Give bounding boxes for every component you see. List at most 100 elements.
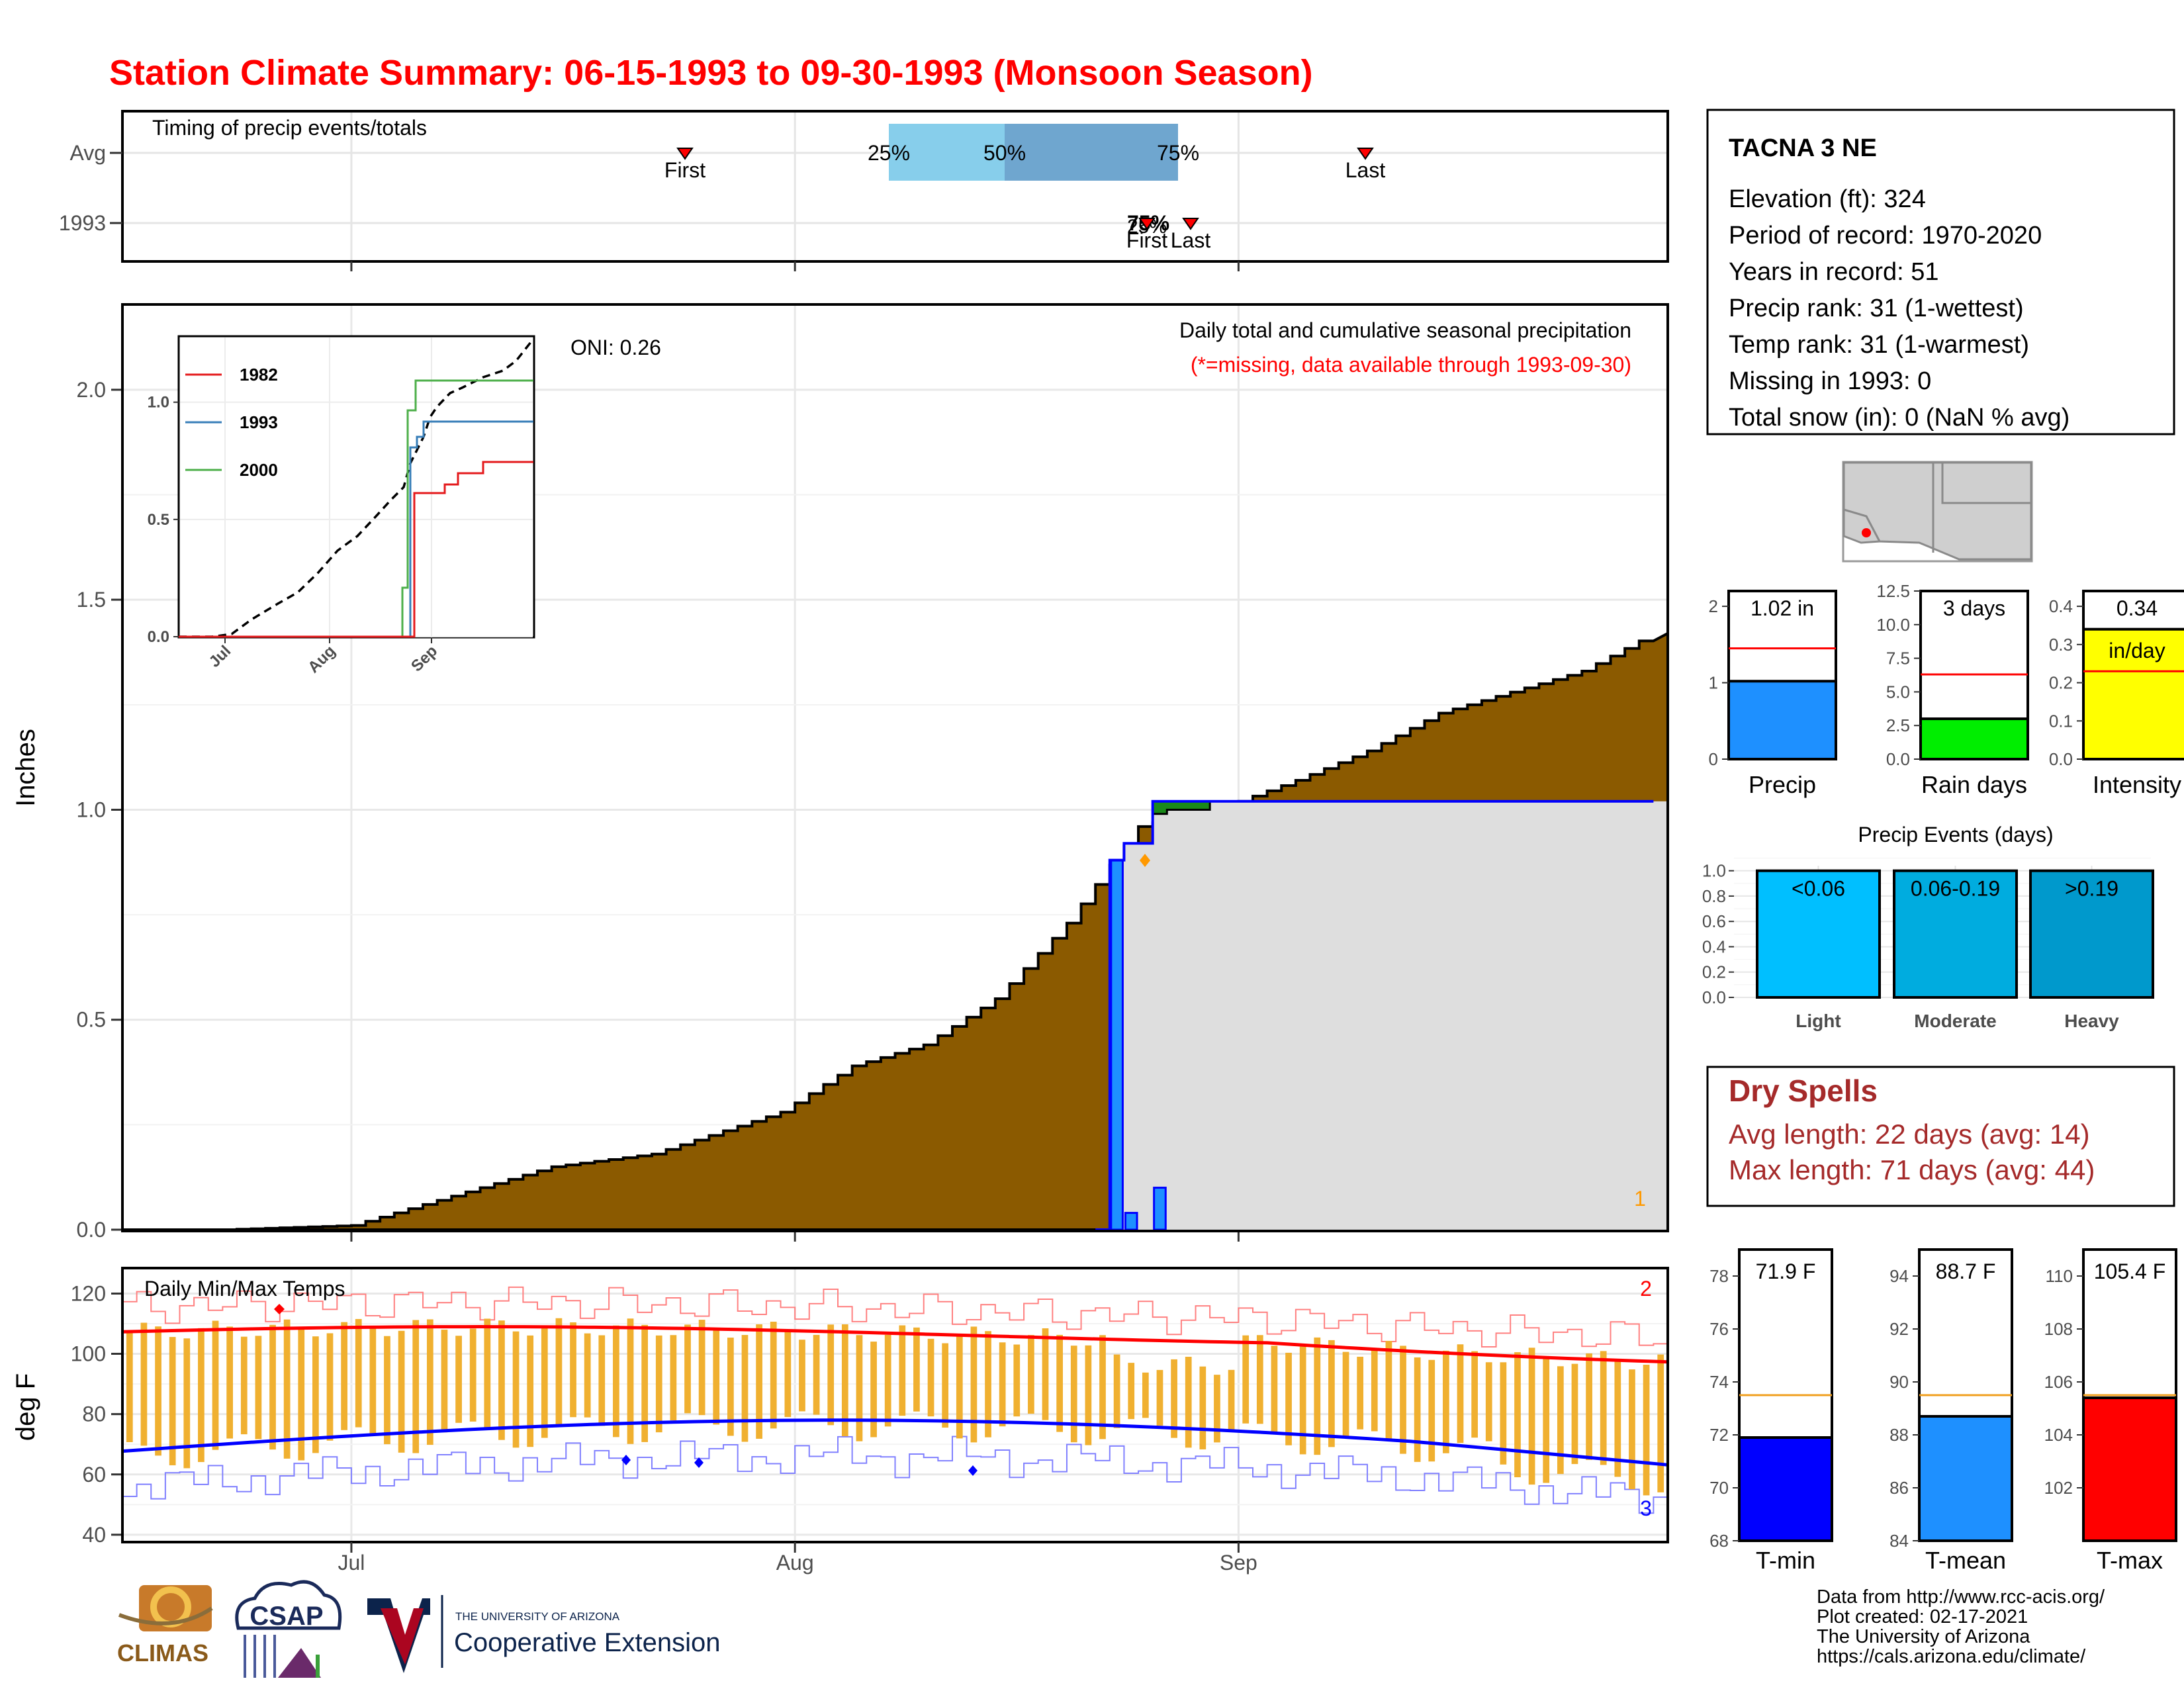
daily-temp-bar bbox=[813, 1334, 820, 1415]
daily-temp-bar bbox=[1271, 1346, 1278, 1433]
daily-temp-bar bbox=[1214, 1375, 1220, 1443]
daily-temp-bar bbox=[1457, 1344, 1464, 1443]
daily-temp-bar bbox=[1171, 1359, 1177, 1438]
record-high-marker bbox=[274, 1304, 285, 1314]
daily-temp-bar bbox=[1557, 1366, 1564, 1475]
month-axis-label: Aug bbox=[776, 1551, 814, 1575]
daily-temp-bar bbox=[384, 1336, 390, 1445]
daily-temp-bar bbox=[1357, 1356, 1364, 1430]
temp-summary-tick-label: 92 bbox=[1889, 1319, 1909, 1339]
daily-temp-bar bbox=[942, 1343, 949, 1428]
daily-temp-bar bbox=[1600, 1351, 1607, 1465]
temp-panel: 40 60 80 100 120 Daily Min/Max Temps deg F 2… bbox=[11, 1267, 1669, 1575]
inset-line-2000 bbox=[179, 379, 533, 638]
summary-tick-label: 0.3 bbox=[2049, 635, 2073, 655]
daily-temp-bar bbox=[756, 1324, 762, 1439]
temp-summary-label: T-mean bbox=[1925, 1547, 2006, 1574]
summary-value-text: 3 days bbox=[1943, 596, 2005, 620]
station-info-line: Temp rank: 31 (1-warmest) bbox=[1729, 331, 2029, 359]
summary-value-text: 1.02 in bbox=[1751, 596, 1814, 620]
iqr-50-75-bar bbox=[1005, 124, 1178, 181]
daily-temp-bar bbox=[1571, 1363, 1578, 1465]
avg-last-label: Last bbox=[1345, 158, 1386, 182]
daily-temp-bar bbox=[1314, 1337, 1321, 1455]
footer-logos: CLIMAS CSAP THE UNIVERSITY OF ARIZONA Co… bbox=[117, 1580, 720, 1678]
daily-temp-bar bbox=[355, 1318, 362, 1428]
footer-credit-line: The University of Arizona bbox=[1817, 1626, 2030, 1647]
summary-value-bar bbox=[2082, 627, 2184, 761]
events-tick-label: 0.0 bbox=[1702, 987, 1726, 1007]
daily-temp-bar bbox=[541, 1326, 548, 1438]
daily-temp-bar bbox=[727, 1338, 734, 1436]
daily-temp-bar bbox=[1414, 1357, 1421, 1462]
year-last-label: Last bbox=[1171, 228, 1211, 252]
summary-tick-label: 10.0 bbox=[1876, 615, 1910, 635]
climas-logo: CLIMAS bbox=[117, 1585, 213, 1667]
temp-summary-tick-label: 88 bbox=[1889, 1425, 1909, 1445]
climas-logo-text: CLIMAS bbox=[117, 1639, 208, 1667]
daily-temp-bar bbox=[684, 1324, 691, 1414]
daily-temp-bar bbox=[956, 1334, 963, 1439]
daily-temp-bar bbox=[326, 1333, 334, 1441]
daily-temp-bar bbox=[1199, 1366, 1206, 1449]
daily-temp-bar bbox=[970, 1326, 978, 1443]
daily-temp-bar bbox=[1242, 1335, 1250, 1424]
daily-temp-bar bbox=[1285, 1352, 1292, 1445]
daily-temp-bar bbox=[469, 1328, 477, 1422]
events-tick-label: 0.6 bbox=[1702, 911, 1726, 931]
daily-temp-bar bbox=[1228, 1369, 1235, 1432]
daily-temp-bar bbox=[1185, 1357, 1192, 1448]
daily-temp-bar bbox=[1099, 1335, 1106, 1440]
daily-temp-bar bbox=[1113, 1354, 1120, 1428]
university-of-arizona-logo: THE UNIVERSITY OF ARIZONA Cooperative Ex… bbox=[367, 1595, 720, 1673]
temp-summary-tick-label: 110 bbox=[2046, 1266, 2073, 1286]
daily-temp-bar bbox=[770, 1322, 777, 1429]
temp-summary-tick-label: 68 bbox=[1709, 1531, 1729, 1551]
temp-ytick-label: 60 bbox=[82, 1463, 106, 1486]
summary-value-unit: in/day bbox=[2109, 639, 2165, 663]
daily-temp-bar bbox=[927, 1338, 934, 1417]
temp-ytick-label: 100 bbox=[71, 1342, 106, 1366]
events-tick-label: 1.0 bbox=[1702, 861, 1726, 881]
daily-temp-bar bbox=[570, 1322, 576, 1418]
temp-summary-tick-label: 76 bbox=[1709, 1319, 1729, 1339]
daily-temp-bar bbox=[598, 1335, 606, 1426]
summary-bar-label: Rain days bbox=[1921, 771, 2027, 798]
temp-summary-tick-label: 108 bbox=[2044, 1319, 2073, 1339]
summary-tick-label: 2 bbox=[1709, 596, 1718, 616]
precip-event-label: Moderate bbox=[1914, 1011, 1996, 1031]
temp-ytick-label: 40 bbox=[82, 1523, 106, 1547]
daily-temp-bar bbox=[985, 1331, 991, 1438]
daily-temp-bar bbox=[856, 1335, 863, 1441]
precip-ytick-label: 2.0 bbox=[77, 378, 106, 402]
precip-ylabel: Inches bbox=[11, 729, 40, 807]
year-cumulative-area bbox=[1095, 801, 1668, 1230]
precip-header: Daily total and cumulative seasonal prec… bbox=[1179, 318, 1631, 342]
inset-legend-label: 1993 bbox=[240, 412, 278, 432]
precip-event-label: Light bbox=[1796, 1011, 1841, 1031]
station-info-line: Precip rank: 31 (1-wettest) bbox=[1729, 295, 2024, 322]
precip-event-label: Heavy bbox=[2064, 1011, 2119, 1031]
daily-temp-bar bbox=[498, 1320, 505, 1440]
events-tick-label: 0.8 bbox=[1702, 886, 1726, 906]
precip-corner-note: 1 bbox=[1634, 1187, 1646, 1211]
temp-note-bottom: 3 bbox=[1640, 1496, 1652, 1520]
year-cumulative-line bbox=[1095, 800, 1654, 1231]
precip-events-chart: Precip Events (days) 0.0 0.2 0.4 0.6 0.8 1.0 <… bbox=[1702, 823, 2154, 1031]
temp-summary-tick-label: 86 bbox=[1889, 1478, 1909, 1498]
record-low-marker-2 bbox=[694, 1457, 704, 1468]
precip-ytick-label: 0.0 bbox=[77, 1218, 106, 1242]
daily-precip-bar bbox=[1153, 1187, 1167, 1231]
temp-panel-label: Daily Min/Max Temps bbox=[144, 1277, 345, 1301]
inset-legend-label: 2000 bbox=[240, 460, 278, 480]
precip-ytick-label: 0.5 bbox=[77, 1008, 106, 1032]
daily-temp-bar bbox=[913, 1327, 920, 1412]
daily-temp-bar bbox=[1528, 1348, 1535, 1485]
daily-temp-bar bbox=[1629, 1369, 1635, 1490]
station-info-line: Years in record: 51 bbox=[1729, 258, 1939, 286]
daily-temp-bar bbox=[1056, 1334, 1063, 1432]
precip-event-bar bbox=[2029, 869, 2154, 999]
daily-temp-bar bbox=[713, 1328, 720, 1425]
daily-temp-bar bbox=[613, 1325, 619, 1438]
